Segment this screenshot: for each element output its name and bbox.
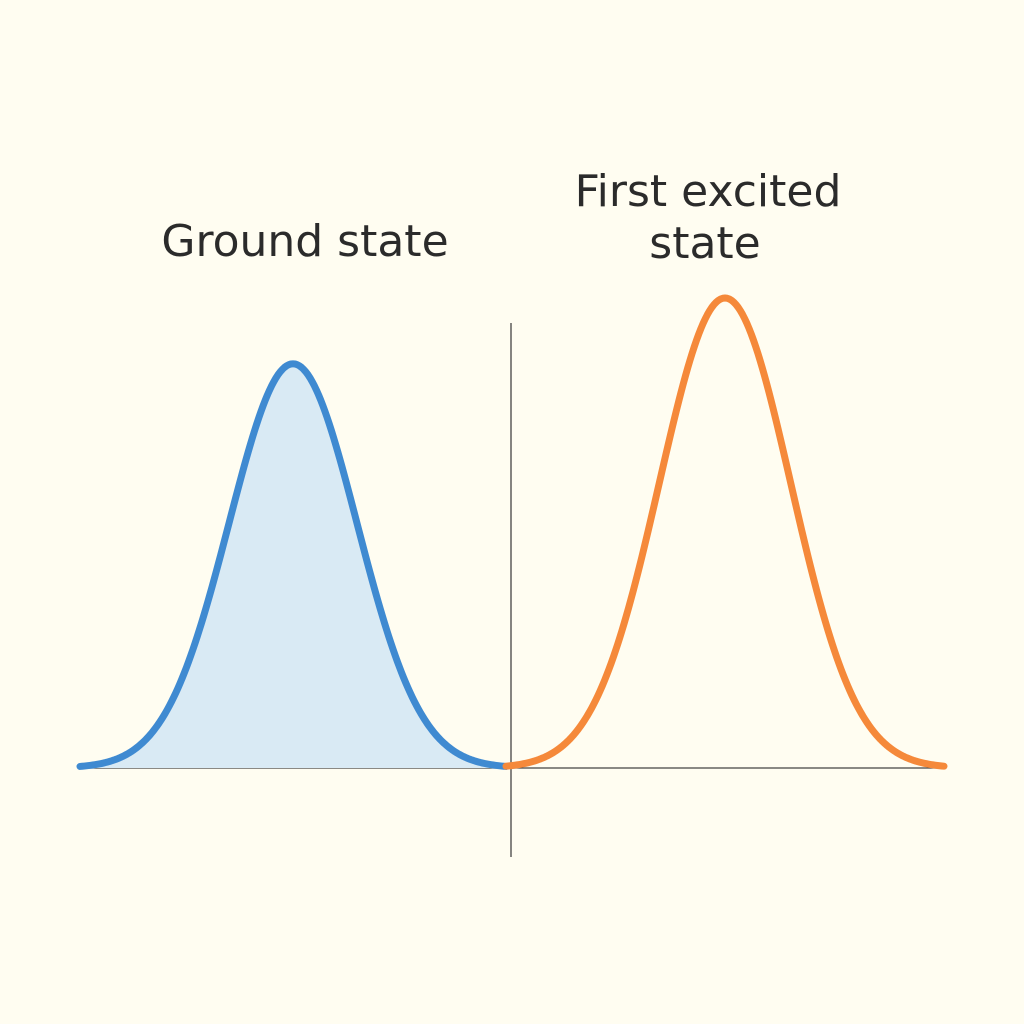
first-excited-state-label-line2: state: [649, 218, 760, 269]
first-excited-state-label-line1: First excited: [575, 166, 842, 217]
ground-state-curve: [76, 360, 510, 770]
ground-state-fill: [80, 363, 506, 768]
first-excited-state-curve: [502, 294, 948, 770]
ground-state-label: Ground state: [161, 216, 448, 267]
